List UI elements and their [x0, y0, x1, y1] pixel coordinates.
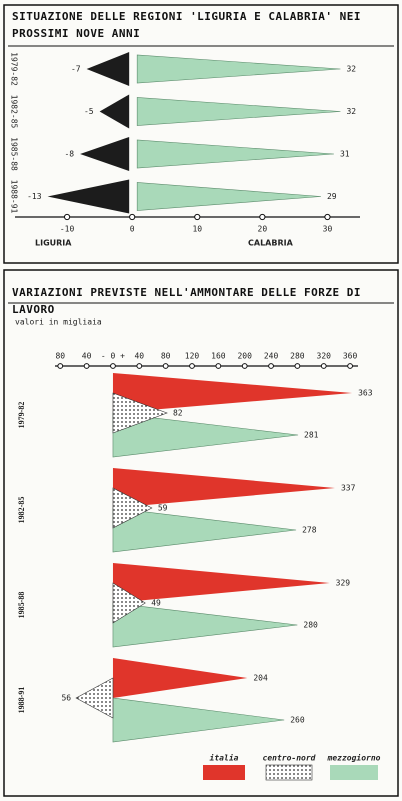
x-tick	[268, 363, 274, 369]
x-tick-label: 280	[290, 352, 305, 361]
x-tick	[259, 213, 266, 221]
x-tick-label: 360	[343, 352, 358, 361]
x-tick-label: 80	[55, 352, 65, 361]
value-label: 329	[336, 579, 351, 588]
centro-nord-triangle	[75, 677, 114, 719]
x-tick	[189, 363, 195, 369]
x-tick-label: 160	[211, 352, 226, 361]
calabria-triangle	[136, 182, 321, 211]
x-tick-label: -10	[60, 225, 75, 234]
x-tick	[110, 363, 116, 369]
x-tick	[129, 213, 136, 221]
x-tick	[215, 363, 222, 369]
x-tick-label: 200	[237, 352, 252, 361]
value-label: 260	[290, 716, 305, 725]
value-label: 337	[341, 484, 356, 493]
italia-triangle	[112, 658, 248, 698]
mezzogiorno-triangle	[112, 602, 298, 648]
category-label: 1988-91	[10, 180, 19, 214]
value-label: -8	[64, 150, 74, 159]
legend-swatch	[203, 765, 245, 780]
x-tick-label: - 0 +	[101, 352, 125, 361]
centro-nord-triangle	[112, 487, 153, 529]
liguria-triangle	[47, 179, 130, 214]
x-tick	[320, 363, 327, 369]
value-label: 32	[346, 65, 356, 74]
legend-label: centro-nord	[263, 754, 316, 763]
mezzogiorno-triangle	[112, 507, 297, 553]
x-tick	[241, 363, 248, 369]
calabria-triangle	[136, 97, 341, 126]
chart-title: SITUAZIONE DELLE REGIONI 'LIGURIA E CALA…	[12, 10, 362, 40]
value-label: 59	[158, 504, 168, 513]
x-tick-label: 120	[185, 352, 200, 361]
calabria-triangle	[136, 54, 341, 84]
liguria-triangle	[99, 94, 130, 129]
value-label: -13	[27, 192, 42, 201]
category-label: 1988-91	[17, 687, 26, 714]
x-tick-label: 40	[82, 352, 92, 361]
category-label: 1979-82	[17, 402, 26, 429]
category-label: 1982-85	[10, 95, 19, 129]
centro-nord-triangle	[112, 392, 168, 434]
value-label: 82	[173, 409, 183, 418]
category-label: 1982-85	[17, 497, 26, 524]
x-tick-label: 20	[258, 225, 268, 234]
calabria-triangle	[136, 139, 334, 169]
italia-triangle	[112, 563, 330, 603]
legend-swatch	[330, 765, 378, 780]
x-tick-label: 10	[192, 225, 202, 234]
x-tick-label: 240	[264, 352, 279, 361]
legend-label: mezzogiorno	[327, 753, 381, 763]
x-tick-label: 320	[317, 352, 332, 361]
x-tick	[57, 363, 64, 369]
mezzogiorno-triangle	[112, 697, 285, 743]
legend-swatch	[265, 764, 313, 781]
mezzogiorno-triangle	[112, 412, 299, 458]
chart-title: VARIAZIONI PREVISTE NELL'AMMONTARE DELLE…	[12, 286, 362, 316]
value-label: 31	[340, 150, 350, 159]
value-label: 29	[327, 192, 337, 201]
panel-border	[3, 4, 399, 264]
value-label: 280	[303, 621, 318, 630]
category-label: 1985-88	[10, 137, 19, 171]
x-tick-label: 40	[134, 352, 144, 361]
x-tick	[63, 213, 71, 221]
category-label: 1985-88	[17, 592, 26, 619]
italia-triangle	[112, 373, 353, 413]
x-tick	[194, 213, 201, 221]
category-label: 1979-82	[10, 52, 19, 86]
value-label: 204	[253, 674, 268, 683]
liguria-triangle	[86, 52, 130, 86]
legend-label: italia	[210, 753, 239, 763]
x-tick-label: 80	[161, 352, 171, 361]
value-label: 49	[151, 599, 161, 608]
value-label: 278	[302, 526, 317, 535]
centro-nord-triangle	[112, 582, 146, 624]
x-tick	[162, 363, 169, 369]
x-tick	[136, 363, 143, 369]
value-label: -7	[71, 65, 81, 74]
x-tick-label: 30	[323, 225, 333, 234]
axis-label: CALABRIA	[248, 239, 294, 248]
axis-label: LIGURIA	[35, 239, 72, 248]
x-tick-label: 0	[130, 225, 135, 234]
value-label: 56	[61, 694, 71, 703]
value-label: 281	[304, 431, 319, 440]
x-tick	[83, 363, 90, 369]
x-tick	[294, 363, 301, 369]
value-label: -5	[84, 107, 94, 116]
value-label: 32	[346, 107, 356, 116]
value-label: 363	[358, 389, 373, 398]
panel-border	[3, 269, 399, 797]
x-tick	[347, 363, 353, 369]
italia-triangle	[112, 468, 335, 508]
liguria-triangle	[80, 137, 130, 171]
x-tick	[324, 213, 331, 221]
subtitle: valori in migliaia	[15, 318, 102, 327]
